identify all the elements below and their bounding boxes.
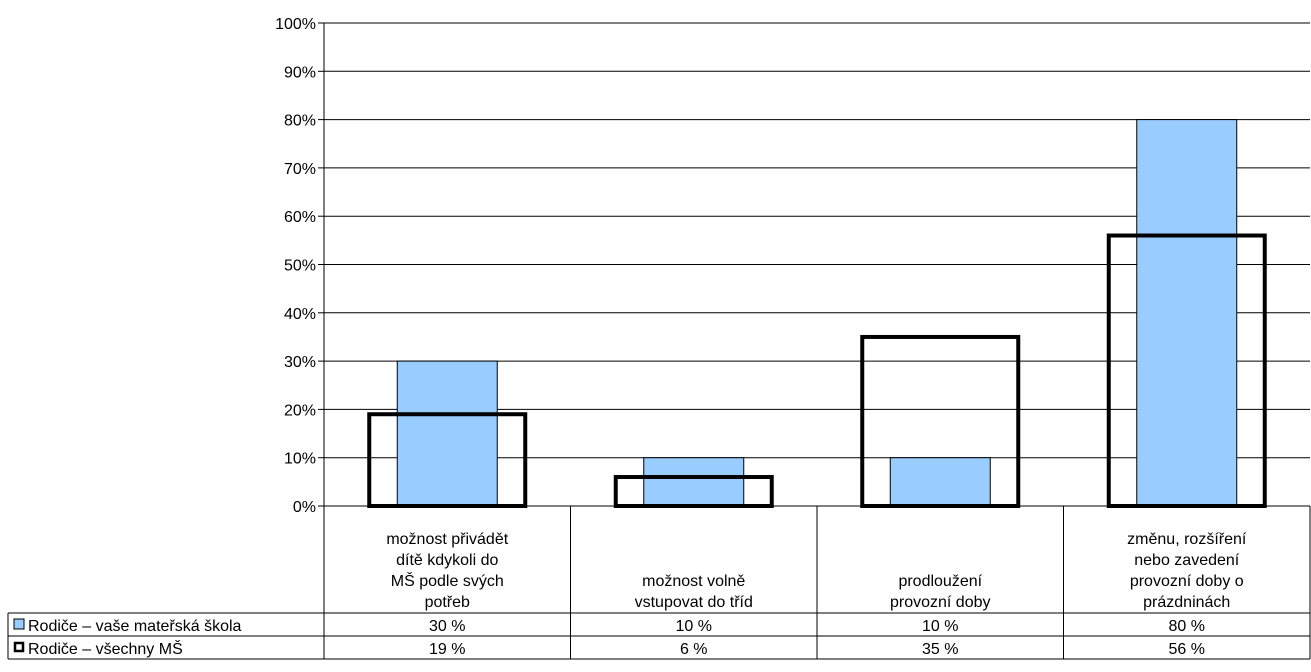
bar-2-vsechny-ms — [613, 475, 774, 508]
category-label-line: MŠ podle svých — [391, 571, 504, 590]
category-label-line: změnu, rozšíření — [1127, 531, 1247, 548]
bar-1-vsechny-ms — [367, 412, 528, 509]
y-tick-label: 80% — [284, 113, 316, 130]
y-axis: 0% 10% 20% 30% 40% 50% 60% 70% 80% 90% 100% — [275, 16, 325, 516]
bar-4-vase-ms — [1136, 119, 1238, 507]
legend-label: Rodiče – všechny MŠ — [28, 639, 183, 658]
y-tick-label: 0% — [293, 499, 316, 516]
category-label: prodloužení provozní doby — [890, 573, 991, 611]
table-value: 80 % — [1169, 618, 1205, 635]
table-value: 6 % — [680, 641, 708, 658]
category-label-line: možnost přivádět — [386, 531, 508, 548]
category-label-line: potřeb — [425, 594, 470, 611]
category-label-line: vstupovat do tříd — [635, 594, 753, 611]
legend-label: Rodiče – vaše mateřská škola — [28, 618, 242, 635]
category-label-line: prázdninách — [1143, 594, 1230, 611]
y-tick-label: 20% — [284, 402, 316, 419]
legend-key-vase-ms — [13, 618, 25, 630]
bar-4-vsechny-ms — [1106, 233, 1267, 509]
category-label: změnu, rozšíření nebo zavedení provozní do… — [1127, 531, 1247, 611]
y-tick-label: 30% — [284, 354, 316, 371]
table-value: 10 % — [676, 618, 712, 635]
category-label: možnost přivádět dítě kdykoli do MŠ podle … — [386, 531, 508, 611]
category-label-line: prodloužení — [898, 573, 982, 590]
bar-1-vase-ms — [396, 360, 498, 507]
table-value: 56 % — [1169, 641, 1205, 658]
category-label-line: provozní doby o — [1130, 573, 1244, 590]
bar-3-vsechny-ms — [860, 334, 1021, 509]
table-value: 10 % — [922, 618, 958, 635]
category-label-line: možnost volně — [642, 573, 745, 590]
y-tick-label: 90% — [284, 64, 316, 81]
table-value: 35 % — [922, 641, 958, 658]
table-value: 30 % — [429, 618, 465, 635]
category-label-line: provozní doby — [890, 594, 991, 611]
bar-3-vase-ms — [889, 457, 991, 507]
category-label-line: dítě kdykoli do — [396, 552, 498, 569]
category-label: možnost volně vstupovat do tříd — [635, 573, 753, 611]
y-tick-label: 70% — [284, 161, 316, 178]
bar-2-vase-ms — [643, 457, 745, 507]
data-table: možnost přivádět dítě kdykoli do MŠ podle … — [7, 506, 1311, 660]
y-tick-label: 10% — [284, 451, 316, 468]
y-tick-label: 60% — [284, 209, 316, 226]
table-value: 19 % — [429, 641, 465, 658]
y-tick-label: 100% — [275, 16, 316, 33]
category-label-line: nebo zavedení — [1134, 552, 1240, 569]
y-tick-label: 40% — [284, 306, 316, 323]
y-tick-label: 50% — [284, 258, 316, 275]
legend-key-vsechny-ms — [13, 641, 25, 653]
bars — [367, 119, 1267, 509]
